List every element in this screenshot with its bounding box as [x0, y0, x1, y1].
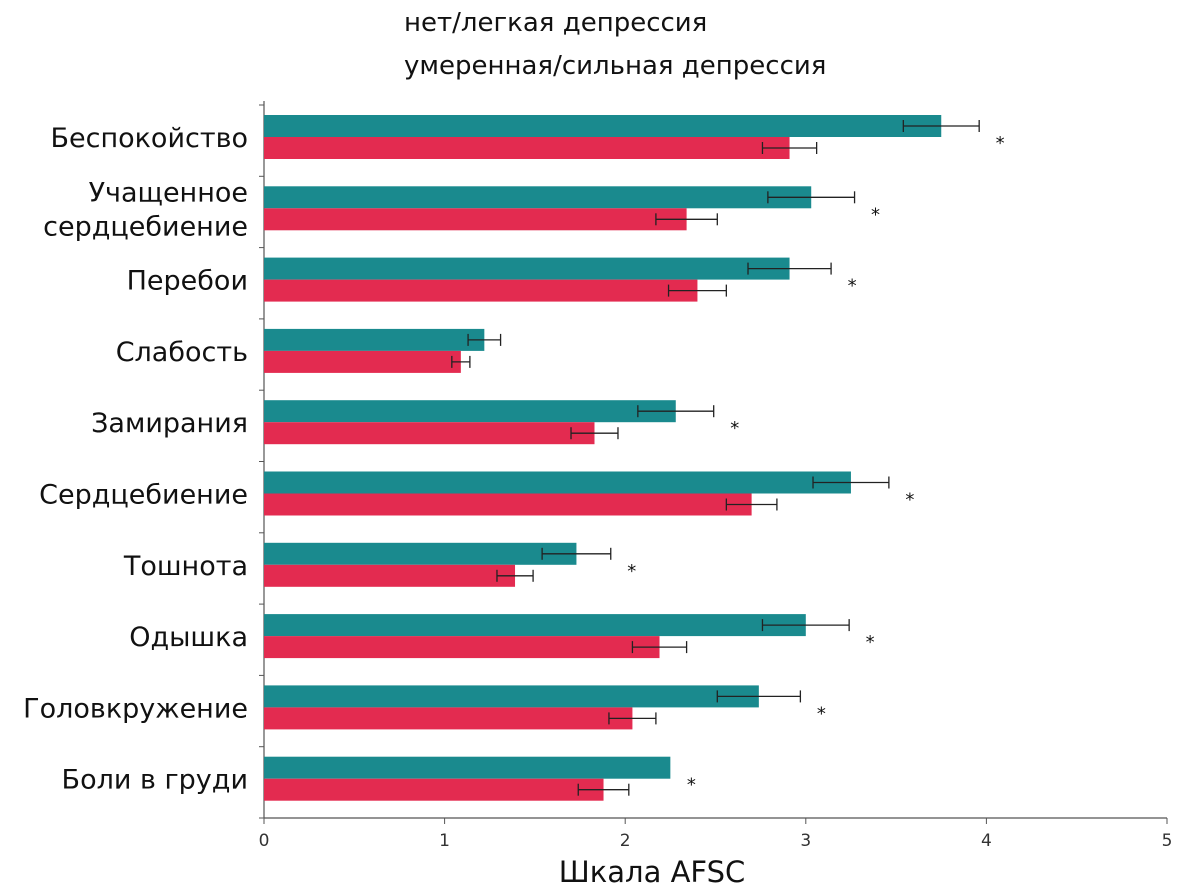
bar [264, 756, 671, 779]
significance-mark: * [817, 703, 826, 724]
category-label: Замирания [91, 408, 248, 439]
legend: нет/легкая депрессия умеренная/сильная д… [404, 8, 826, 81]
category-label: Перебои [127, 266, 248, 297]
x-tick-label: 1 [439, 831, 450, 851]
legend-label-moderate-severe-depression: умеренная/сильная депрессия [404, 51, 826, 81]
significance-mark: * [627, 561, 636, 582]
bar [264, 778, 604, 801]
bar [264, 400, 676, 423]
bar [264, 328, 485, 351]
significance-mark: * [871, 204, 880, 225]
significance-mark: * [848, 276, 857, 297]
bar [264, 707, 633, 730]
bar [264, 279, 698, 302]
significance-mark: * [996, 133, 1005, 154]
x-tick-label: 5 [1162, 831, 1173, 851]
significance-mark: * [905, 490, 914, 511]
x-axis-title: Шкала AFSC [559, 855, 746, 889]
x-tick-label: 4 [981, 831, 992, 851]
category-label: Слабость [116, 337, 248, 368]
bar [264, 257, 790, 280]
legend-label-no-mild-depression: нет/легкая депрессия [404, 8, 707, 38]
significance-mark: * [687, 775, 696, 796]
bar [264, 636, 660, 659]
x-tick-label: 0 [259, 831, 270, 851]
plot-area: 0 1 2 3 4 5 * Беспокойство * Учащенноесердцебиени… [23, 101, 1172, 851]
category-label: сердцебиение [43, 211, 248, 242]
category-label: Тошнота [123, 551, 248, 582]
bar [264, 422, 595, 445]
bar [264, 115, 942, 137]
category-label: Беспокойство [50, 123, 248, 154]
bar [264, 471, 851, 494]
category-label: Боли в груди [62, 765, 248, 796]
category-label: Учащенное [89, 177, 248, 208]
category-label: Сердцебиение [39, 480, 248, 511]
category-label: Головкружение [23, 693, 248, 724]
significance-mark: * [730, 418, 739, 439]
bar [264, 186, 812, 209]
bar [264, 685, 759, 708]
bar [264, 208, 687, 231]
bar [264, 564, 516, 587]
bar [264, 350, 461, 373]
category-label: Одышка [129, 622, 248, 653]
bar [264, 493, 752, 516]
bar [264, 542, 577, 565]
significance-mark: * [866, 632, 875, 653]
x-tick-label: 2 [620, 831, 631, 851]
bar [264, 137, 790, 159]
bar [264, 614, 806, 637]
x-tick-label: 3 [800, 831, 811, 851]
